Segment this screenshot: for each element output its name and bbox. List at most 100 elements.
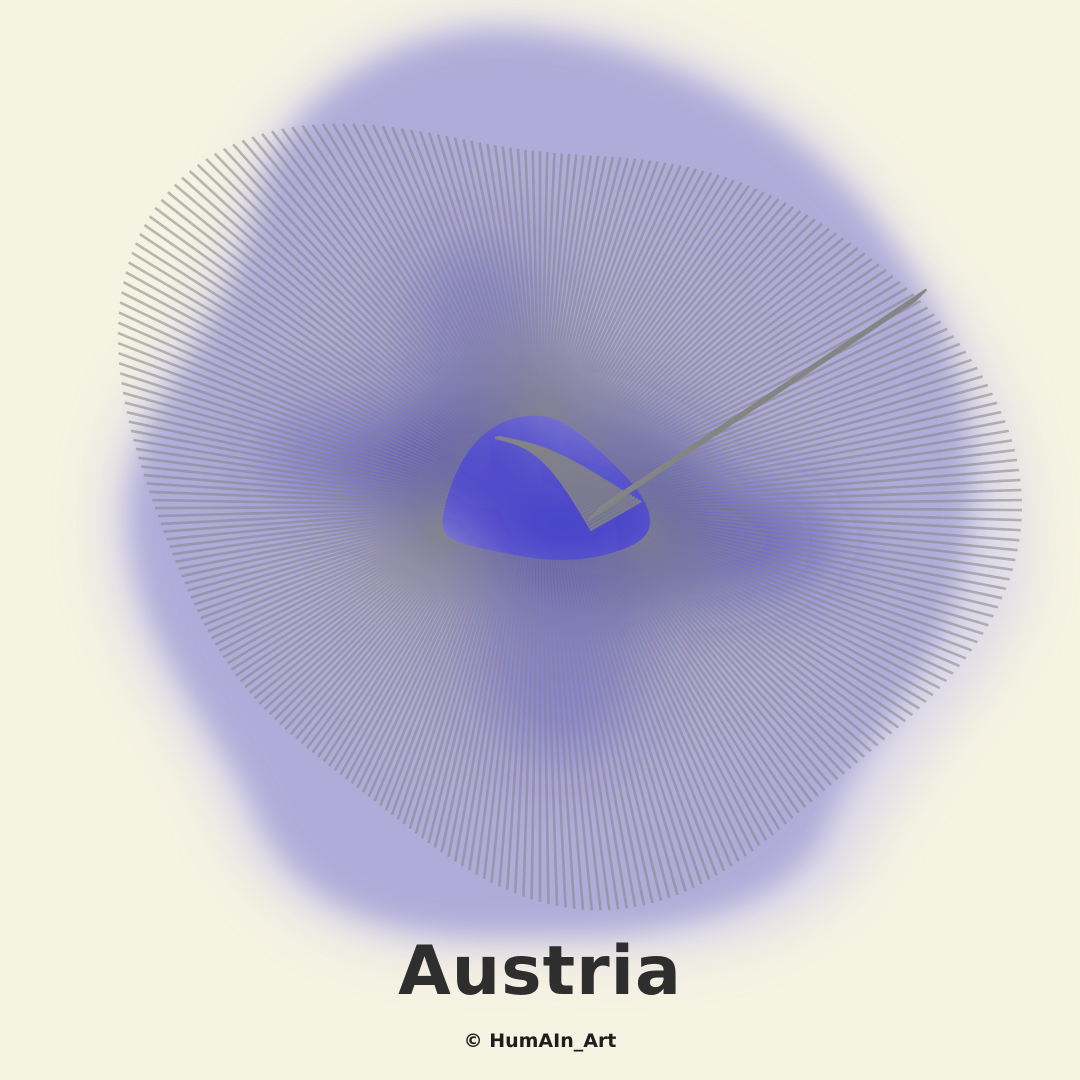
- ray-line: [552, 157, 630, 420]
- ray-line: [138, 456, 448, 499]
- ray-line: [239, 534, 448, 683]
- ray-line: [618, 549, 800, 814]
- ray-line: [643, 536, 927, 704]
- ray-line: [214, 528, 445, 646]
- ray-line: [362, 123, 513, 420]
- ray-line: [563, 166, 690, 425]
- ray-line: [602, 554, 747, 857]
- ray-line: [568, 174, 720, 428]
- ray-line: [644, 534, 941, 690]
- ray-line: [638, 429, 1010, 494]
- ray-line: [530, 558, 539, 900]
- ray-line: [427, 552, 503, 844]
- ray-line: [418, 130, 523, 418]
- ray-line: [619, 549, 807, 809]
- ray-line: [607, 553, 761, 847]
- ray-line: [594, 237, 845, 449]
- ray-line: [196, 523, 443, 613]
- ray-line: [350, 546, 476, 784]
- ray-line: [222, 530, 446, 659]
- ray-line: [117, 341, 456, 476]
- ray-line: [576, 188, 758, 433]
- ray-line: [390, 549, 490, 816]
- ray-line: [270, 130, 498, 427]
- ray-line: [468, 555, 518, 871]
- ray-line: [328, 544, 469, 767]
- ray-line: [649, 524, 989, 627]
- ray-line: [445, 135, 527, 417]
- ray-line: [460, 554, 515, 867]
- ray-line: [591, 227, 831, 446]
- ray-line: [321, 123, 507, 423]
- ribbon-line: [560, 468, 590, 486]
- ray-line: [623, 547, 820, 798]
- ray-line: [163, 509, 444, 533]
- ray-line: [541, 152, 556, 417]
- ray-line: [268, 538, 454, 716]
- ray-line: [160, 198, 475, 446]
- ray-line: [139, 233, 469, 454]
- ray-line: [122, 281, 463, 464]
- ray-line: [190, 521, 443, 599]
- ray-line: [539, 152, 549, 417]
- ray-line: [596, 241, 852, 451]
- ray-line: [128, 420, 450, 492]
- ray-line: [552, 559, 585, 910]
- ray-line: [501, 146, 536, 416]
- ray-line: [544, 154, 578, 417]
- ray-line: [131, 251, 466, 458]
- ray-line: [647, 529, 967, 660]
- ray-line: [196, 163, 483, 438]
- ray-line: [579, 558, 671, 899]
- ray-line: [166, 191, 477, 444]
- ray-line: [646, 498, 1022, 507]
- ray-line: [301, 124, 503, 424]
- ribbon-line: [529, 445, 544, 454]
- ribbon-line: [534, 448, 550, 457]
- ribbon-line: [550, 459, 574, 473]
- ray-line: [333, 544, 471, 771]
- ray-line: [322, 543, 467, 763]
- ray-line: [646, 530, 961, 668]
- ray-line: [549, 559, 576, 909]
- ray-line: [125, 271, 464, 462]
- ray-line: [352, 123, 512, 421]
- ray-line: [627, 546, 839, 781]
- ray-line: [586, 214, 809, 442]
- ray-line: [232, 143, 490, 432]
- ray-line: [631, 383, 989, 485]
- ray-line: [559, 162, 667, 422]
- ray-line: [135, 447, 449, 497]
- ray-line: [630, 544, 852, 770]
- ray-line: [544, 559, 559, 906]
- ray-line: [639, 539, 900, 729]
- ray-line: [545, 154, 585, 418]
- ray-line: [584, 558, 687, 892]
- ray-line: [551, 157, 622, 419]
- ray-line: [608, 552, 768, 841]
- ray-line: [154, 206, 473, 448]
- ray-line: [571, 559, 646, 906]
- ray-line: [516, 148, 538, 416]
- artwork-title: Austria: [398, 932, 682, 1011]
- ray-line: [587, 557, 695, 889]
- ray-line: [641, 537, 914, 717]
- ribbon-line: [563, 471, 595, 490]
- ray-line: [193, 522, 443, 606]
- ray-line: [573, 182, 743, 431]
- ray-line: [626, 546, 832, 786]
- ribbon-line: [569, 477, 606, 500]
- ray-line: [378, 548, 486, 807]
- ray-line: [582, 558, 679, 896]
- ray-line: [554, 158, 637, 420]
- ray-line: [582, 202, 787, 438]
- ray-line: [339, 545, 473, 776]
- ray-line: [593, 232, 838, 448]
- ray-line: [634, 542, 872, 753]
- ribbon-line: [557, 465, 585, 481]
- ray-line: [548, 155, 600, 418]
- ray-line: [576, 558, 663, 902]
- ribbon-line: [561, 469, 593, 488]
- radial-line-rays: [117, 123, 1023, 911]
- ray-line: [599, 252, 866, 454]
